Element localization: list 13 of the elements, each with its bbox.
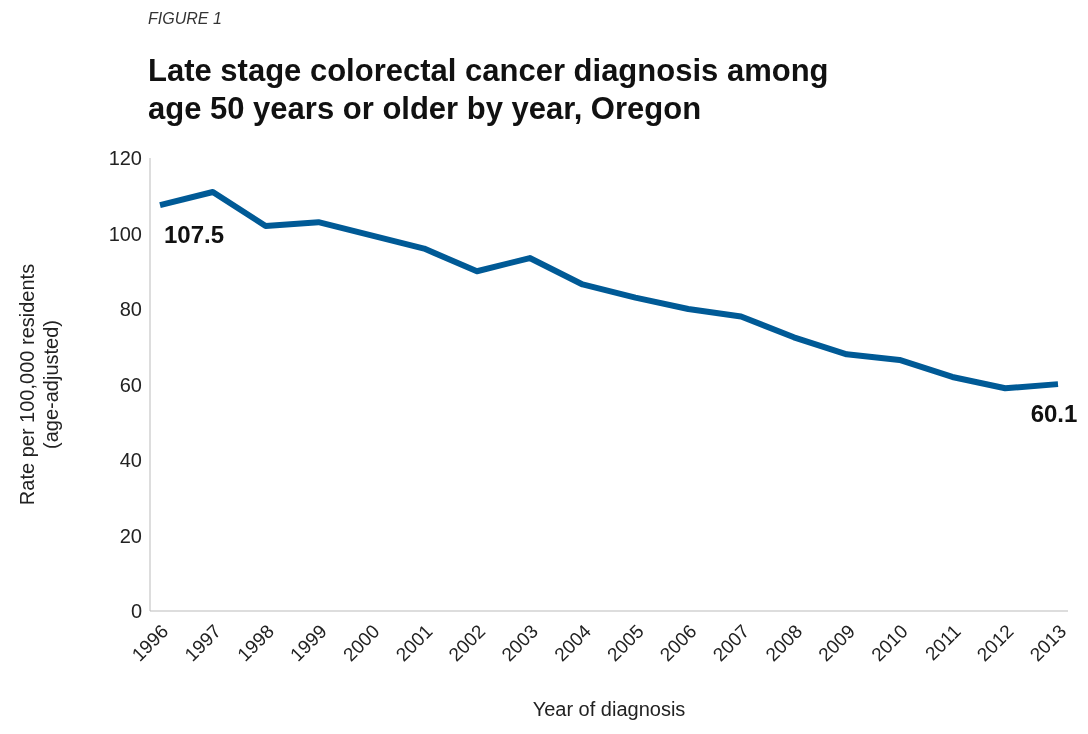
data-label: 60.1 [1030,400,1078,428]
y-tick-label: 60 [119,373,142,396]
x-axis-title: Year of diagnosis [532,698,686,720]
data-label: 107.5 [164,221,225,249]
y-tick-label: 100 [108,222,142,245]
y-tick-label: 120 [108,147,142,170]
y-tick-label: 20 [119,524,142,547]
chart-title: Late stage colorectal cancer diagnosis among age 50 years or older by year, Oregon [148,52,829,128]
caption: FIGURE 1 [148,10,222,28]
y-axis-title: Rate per 100,000 residents (age-adjusted) [16,263,62,506]
y-tick-label: 40 [119,449,142,472]
y-tick-label: 0 [130,600,142,623]
y-tick-label: 80 [119,298,142,321]
